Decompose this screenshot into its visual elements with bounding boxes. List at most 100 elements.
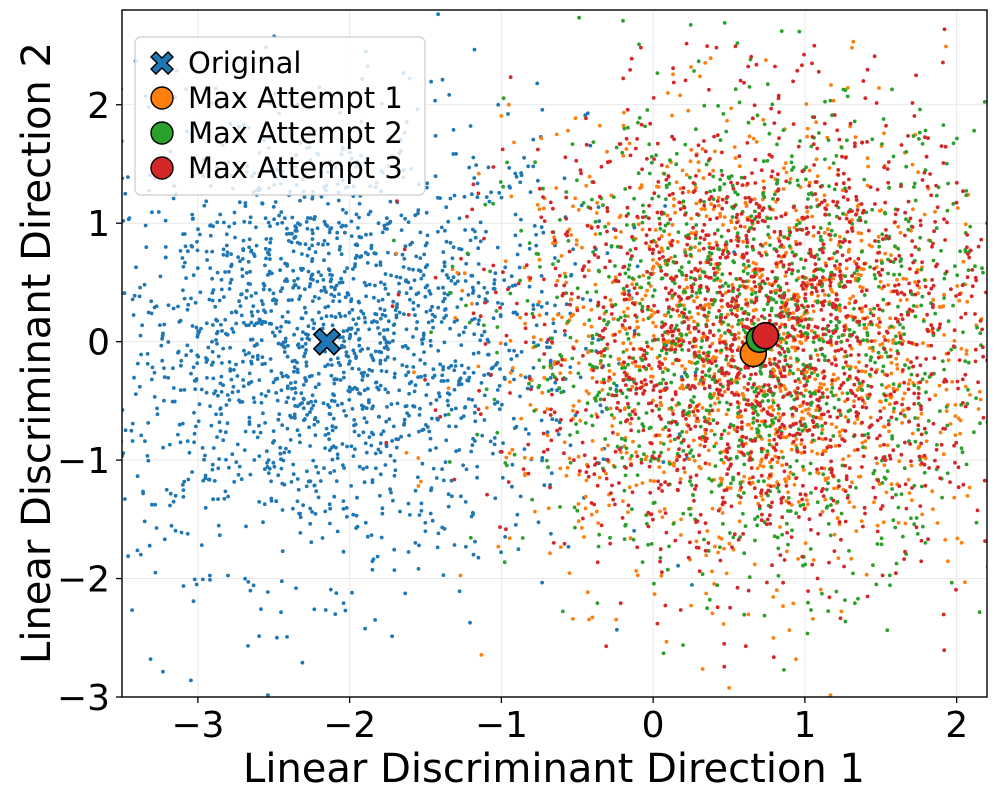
series-max-attempt-3 [384,27,987,669]
scatter-point [600,447,604,452]
scatter-point [507,166,512,170]
scatter-point [974,520,979,525]
scatter-point [404,364,409,369]
scatter-point [268,357,273,361]
scatter-point [312,321,317,326]
scatter-point [219,322,223,327]
scatter-point [661,460,666,464]
scatter-point [885,469,890,473]
scatter-point [279,324,283,329]
scatter-point [340,442,345,446]
scatter-point [717,711,721,715]
scatter-point [452,320,457,324]
scatter-point [647,171,652,176]
scatter-point [894,341,898,346]
scatter-point [877,284,881,289]
scatter-point [934,226,939,231]
scatter-point [446,386,451,390]
scatter-point [425,425,430,429]
scatter-point [707,310,711,315]
scatter-point [746,612,751,617]
scatter-point [946,358,951,363]
scatter-point [823,99,827,104]
scatter-point [760,399,765,404]
scatter-point [825,387,829,392]
scatter-point [208,266,213,270]
scatter-point [817,257,821,261]
scatter-point [323,509,328,514]
scatter-point [511,416,516,421]
scatter-point [363,441,368,446]
scatter-point [310,393,315,398]
scatter-point [853,365,858,370]
scatter-point [832,251,837,256]
scatter-point [744,441,748,446]
scatter-point [712,582,716,586]
scatter-point [376,447,381,452]
scatter-point [867,243,872,248]
scatter-point [698,290,703,295]
scatter-point [775,142,779,147]
scatter-point [275,221,280,226]
scatter-point [869,367,874,372]
scatter-point [799,416,804,421]
scatter-point [642,452,646,456]
scatter-point [491,286,496,291]
scatter-point [760,273,764,278]
scatter-point [828,237,833,242]
scatter-point [662,470,666,475]
scatter-point [650,267,655,271]
scatter-point [774,588,779,593]
scatter-point [836,376,840,381]
scatter-point [907,366,911,370]
scatter-point [909,516,913,521]
scatter-point [874,259,879,263]
scatter-point [892,406,896,411]
scatter-point [446,504,451,509]
scatter-point [918,235,923,240]
scatter-point [412,404,417,409]
scatter-point [404,373,408,378]
scatter-point [351,348,356,353]
scatter-point [688,330,692,335]
scatter-point [291,506,295,511]
scatter-point [649,380,654,384]
scatter-point [378,450,383,455]
scatter-point [571,408,575,413]
scatter-point [418,406,422,411]
scatter-point [517,265,522,270]
scatter-point [284,319,288,324]
scatter-point [587,174,592,179]
scatter-point [895,362,899,367]
scatter-point [404,279,408,284]
scatter-point [687,260,691,265]
scatter-point [374,263,379,268]
scatter-point [374,380,379,385]
scatter-point [279,256,283,261]
scatter-point [443,228,447,233]
scatter-point [247,371,252,376]
scatter-point [216,523,221,528]
scatter-point [379,316,383,321]
scatter-point [907,491,912,495]
scatter-point [794,437,799,441]
scatter-point [794,511,799,516]
scatter-point [578,418,583,423]
scatter-point [470,273,475,278]
scatter-point [478,338,483,343]
scatter-point [836,556,841,560]
scatter-point [613,302,618,307]
scatter-point [887,573,892,578]
scatter-point [312,422,317,427]
scatter-point [337,220,341,225]
scatter-point [248,269,253,274]
scatter-point [792,482,797,487]
scatter-point [815,500,820,505]
scatter-point [865,330,870,335]
scatter-point [235,374,240,378]
scatter-point [706,448,711,453]
scatter-point [905,357,910,362]
scatter-point [811,558,816,562]
scatter-point [813,391,817,396]
scatter-point [348,335,352,339]
